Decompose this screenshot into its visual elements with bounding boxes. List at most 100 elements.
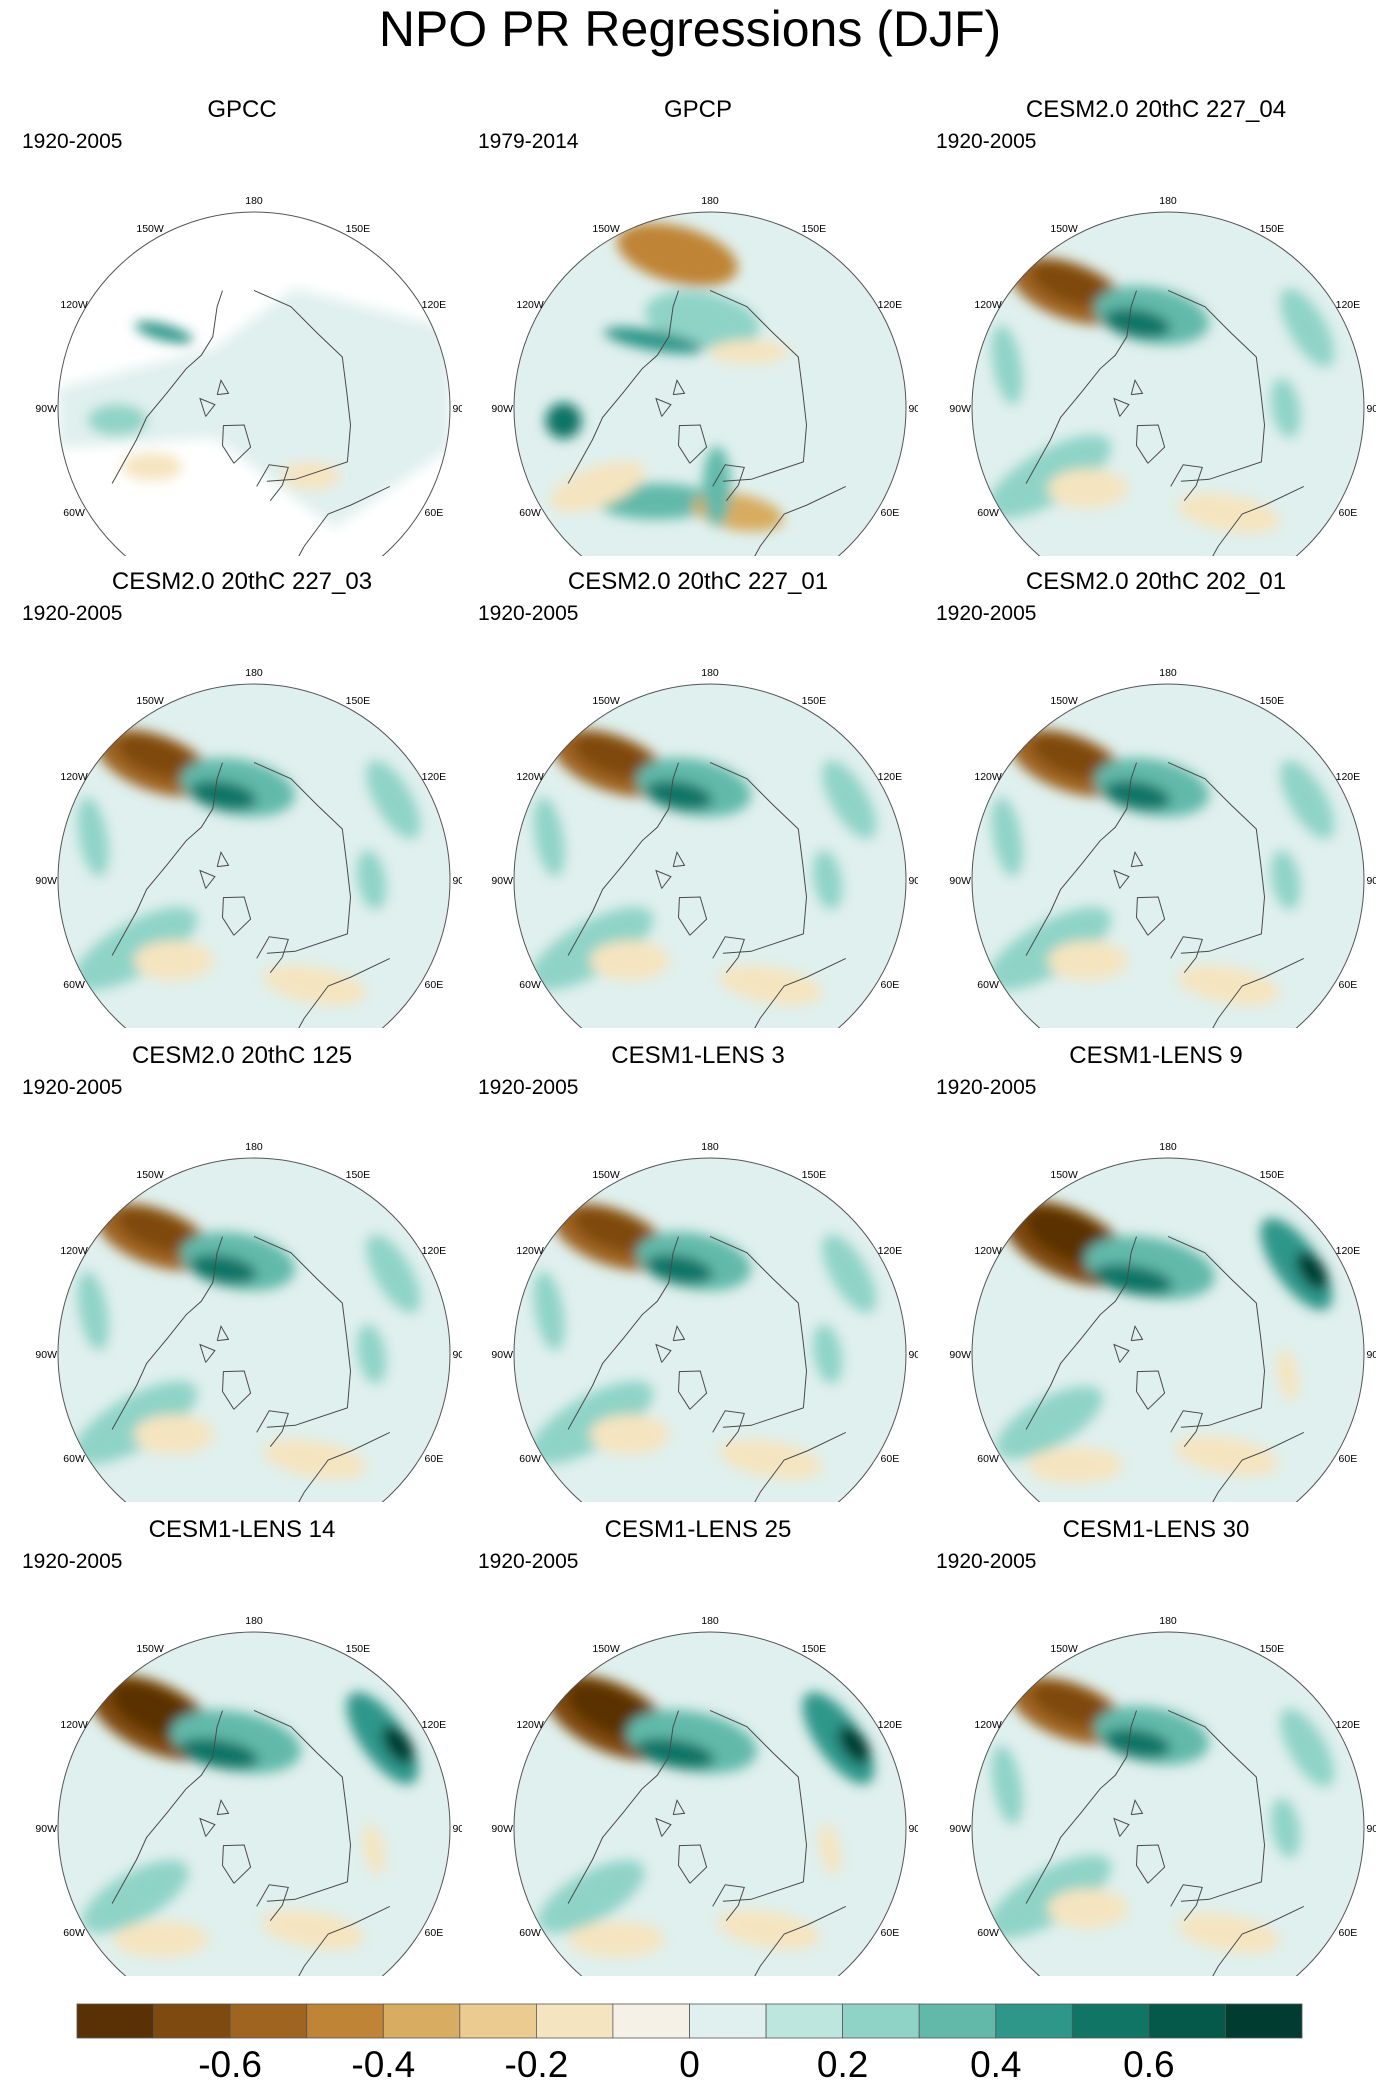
contour-region [73,1380,198,1465]
panel-title: CESM1-LENS 9 [1069,1042,1243,1069]
polar-map: 180150E120E90E60E30E030W60W90W120W150W [949,667,1376,1028]
contour-region [719,1439,823,1480]
coastline [199,869,216,889]
longitude-label: 60E [1339,1927,1358,1939]
coastline [221,896,252,936]
contour-region [573,734,654,779]
contour-region [719,965,823,1006]
contour-region [717,1909,821,1950]
longitude-label: 150E [802,1169,827,1181]
panel-period: 1920-2005 [478,1550,579,1573]
longitude-label: 120E [1336,1719,1361,1731]
contour-region [81,1860,189,1934]
contour-region [822,760,877,839]
colorbar-swatch [153,2003,231,2039]
coastline [655,1343,672,1363]
longitude-label: 150E [802,695,827,707]
contour-region [1280,760,1335,839]
panel-title: GPCC [207,96,277,123]
longitude-label: 150W [592,695,620,707]
contour-region [134,321,193,344]
longitude-label: 120E [878,1245,903,1257]
coastline [677,1370,708,1410]
map-boundary [57,1631,451,1976]
longitude-label: 180 [245,1615,263,1627]
contour-region [362,1823,385,1875]
land-field [58,288,450,528]
colorbar-tick-label: -0.2 [505,2044,569,2085]
coastline [216,1325,230,1342]
contour-region [1177,1913,1281,1954]
longitude-label: 150W [1050,223,1078,235]
colorbar-svg: -0.6 -0.4 -0.2 0 0.2 0.4 0.6 [76,2003,1303,2085]
longitude-label: 90E [452,1349,462,1361]
longitude-label: 60E [881,1927,900,1939]
coastline [1135,1370,1166,1410]
coastline [712,1410,745,1448]
longitude-label: 150W [136,223,164,235]
coastline [712,464,745,502]
contour-region [991,797,1023,877]
contour-region [261,1909,365,1950]
longitude-label: 180 [701,195,719,207]
contour-region [545,402,582,439]
longitude-label: 150E [1260,695,1285,707]
contour-region [1103,1728,1171,1759]
contour-region [280,461,341,490]
contour-region [1276,1349,1299,1401]
polar-map: 180150E120E90E60E30E030W60W90W120W150W [949,1615,1376,1976]
longitude-label: 90E [452,875,462,887]
coastline [1113,1343,1130,1363]
coastline [199,1817,216,1837]
longitude-label: 120E [422,771,447,783]
coastline [111,1710,223,1904]
longitude-label: 120W [60,299,88,311]
longitude-label: 150W [1050,695,1078,707]
longitude-label: 150W [592,1169,620,1181]
colorbar-swatch [1225,2003,1303,2039]
panel-title: CESM1-LENS 3 [611,1042,785,1069]
colorbar-swatch [918,2003,997,2039]
map-boundary [971,1631,1365,1976]
longitude-label: 120E [422,1719,447,1731]
coastline [1170,1410,1203,1448]
longitude-label: 150E [802,223,827,235]
coastline [672,1325,686,1342]
contour-region [382,1725,415,1764]
longitude-label: 150W [1050,1169,1078,1181]
contour-region [1177,965,1281,1006]
colorbar-swatch [382,2003,461,2039]
coastline [709,761,808,954]
coastline [1113,397,1130,417]
contour-region [1031,262,1112,307]
contour-region [573,1208,654,1253]
contour-region [112,1921,209,1958]
panel-period: 1920-2005 [936,602,1037,625]
longitude-label: 120W [60,771,88,783]
coastline [256,936,289,974]
contour-region [812,1324,843,1384]
longitude-label: 150E [1260,1169,1285,1181]
coastline [1167,761,1266,954]
map-boundary [57,683,451,1028]
colorbar-tick-label: 0 [679,2044,700,2085]
coastline [1170,936,1203,974]
coastline [111,1236,223,1430]
longitude-label: 180 [701,1615,719,1627]
panel-title: CESM1-LENS 14 [148,1516,336,1543]
coastline [1130,379,1144,396]
coastline [1184,485,1305,556]
longitude-label: 60E [881,1453,900,1465]
contour-region [1270,1798,1301,1858]
polar-map: 180150E120E90E60E30E030W60W90W120W150W [35,1615,462,1976]
longitude-label: 60E [881,507,900,519]
longitude-label: 60W [977,1927,999,1939]
colorbar-swatch [536,2003,614,2039]
coastline [712,936,745,974]
colorbar-tick-label: -0.6 [198,2044,262,2085]
contour-region [550,461,646,513]
longitude-label: 60E [425,1453,444,1465]
map-boundary [513,211,907,556]
coastline [1025,290,1137,484]
coastline [253,761,352,954]
